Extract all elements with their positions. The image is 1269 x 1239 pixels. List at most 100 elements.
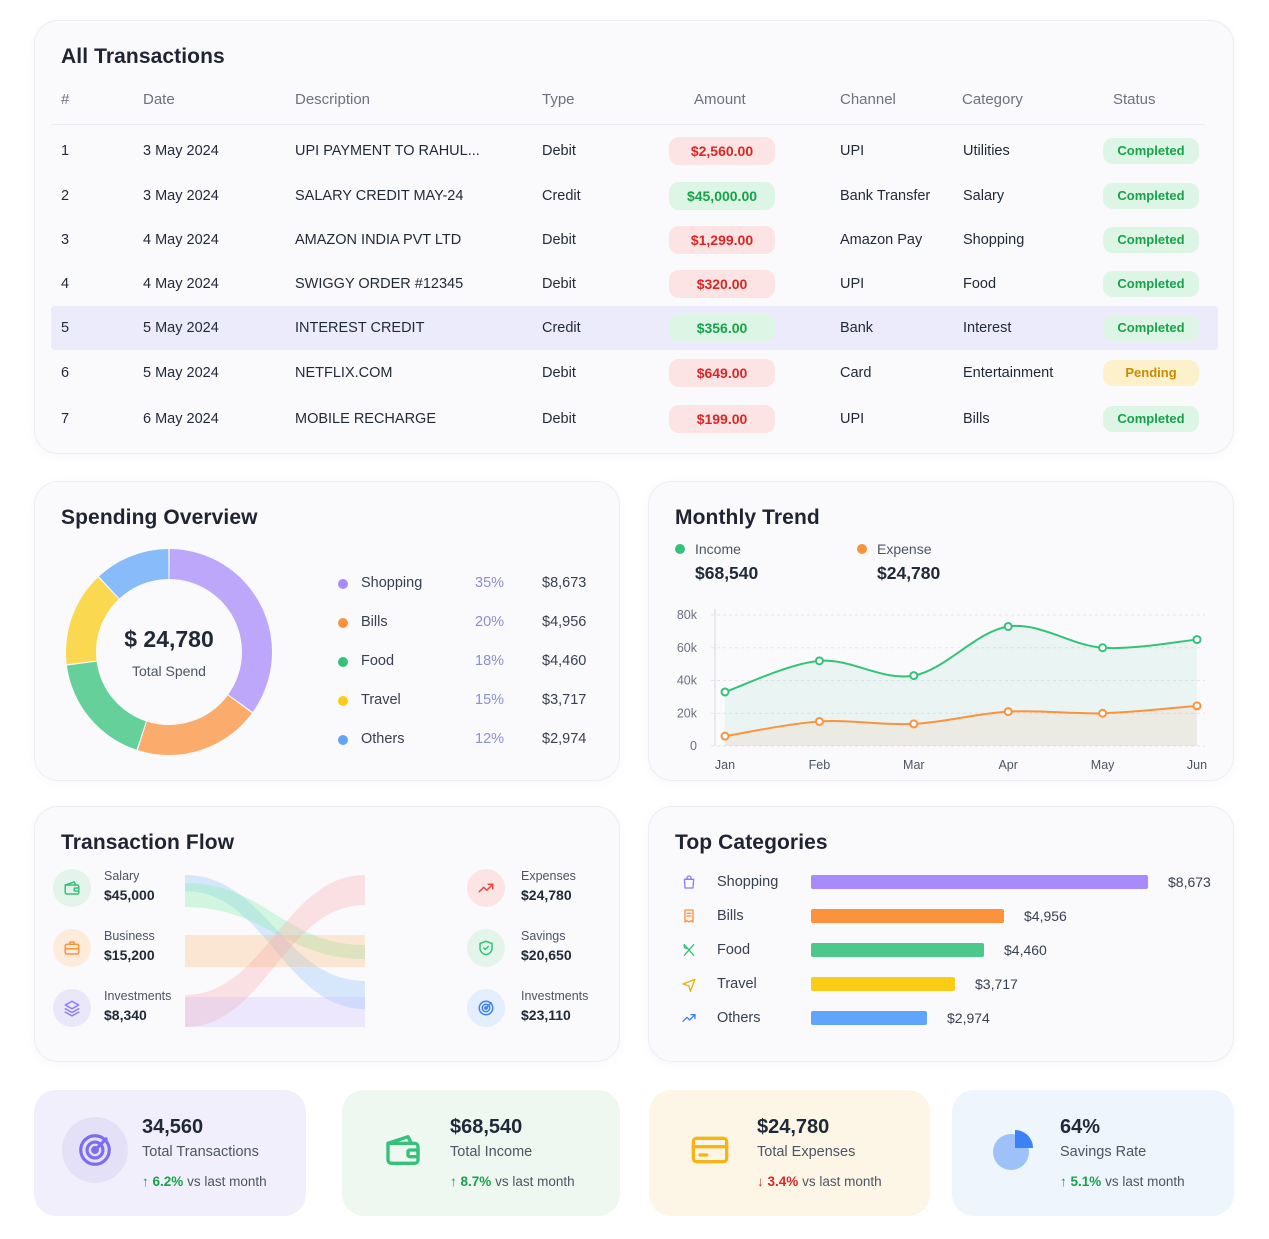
legend-value: $4,460	[542, 653, 587, 669]
legend-row-bills[interactable]: Bills 20% $4,956	[338, 613, 598, 633]
donut-slice-food[interactable]	[66, 661, 146, 750]
data-point-income[interactable]	[1098, 643, 1108, 653]
transaction-flow-card: Transaction Flow Salary $45,000 Business $1…	[34, 806, 620, 1062]
category-row-shopping[interactable]: Shopping $8,673	[677, 869, 1227, 895]
cell-channel: Card	[840, 365, 872, 381]
stat-value: $68,540	[450, 1116, 523, 1138]
col-header-channel[interactable]: Channel	[840, 91, 896, 108]
cell-type: Debit	[542, 232, 576, 248]
flow-target-icon-savings[interactable]	[467, 929, 505, 967]
category-row-bills[interactable]: Bills $4,956	[677, 903, 1227, 929]
donut-slice-others[interactable]	[99, 549, 169, 599]
legend-row-others[interactable]: Others 12% $2,974	[338, 730, 598, 750]
flow-source-icon-business[interactable]	[53, 929, 91, 967]
flow-ribbon-investments-lav	[185, 997, 365, 1027]
col-header-category[interactable]: Category	[962, 91, 1023, 108]
category-value: $4,956	[1024, 908, 1067, 924]
stat-change: ↑ 8.7% vs last month	[450, 1174, 575, 1189]
amount-badge: $649.00	[669, 359, 775, 387]
data-point-expense[interactable]	[909, 719, 919, 729]
data-point-expense[interactable]	[1192, 701, 1202, 711]
cell-category: Entertainment	[963, 365, 1054, 381]
col-header-amount[interactable]: Amount	[694, 91, 746, 108]
amount-badge: $1,299.00	[669, 226, 775, 254]
flow-source-icon-salary[interactable]	[53, 869, 91, 907]
data-point-income[interactable]	[1003, 621, 1013, 631]
cell-type: Credit	[542, 320, 581, 336]
trend-up-icon	[682, 1014, 696, 1022]
status-badge: Completed	[1103, 227, 1199, 253]
expense-legend-label: Expense	[877, 541, 932, 557]
data-point-expense[interactable]	[1003, 707, 1013, 717]
stat-icon	[980, 1117, 1046, 1183]
stat-change-suffix: vs last month	[802, 1174, 882, 1189]
category-name: Bills	[717, 908, 744, 924]
col-header-type[interactable]: Type	[542, 91, 575, 108]
stat-total-income[interactable]: $68,540 Total Income ↑ 8.7% vs last month	[342, 1090, 620, 1216]
flow-target-icon-investments[interactable]	[467, 989, 505, 1027]
data-point-income[interactable]	[814, 656, 824, 666]
col-header-date[interactable]: Date	[143, 91, 175, 108]
donut-slice-travel[interactable]	[66, 577, 119, 665]
category-row-others[interactable]: Others $2,974	[677, 1005, 1227, 1031]
table-row[interactable]: 7 6 May 2024 MOBILE RECHARGE Debit $199.00 UP…	[51, 397, 1218, 441]
trend-up-icon	[478, 883, 494, 893]
flow-target-value: $24,780	[521, 887, 572, 903]
stat-label: Total Expenses	[757, 1144, 856, 1160]
stat-value: 34,560	[142, 1116, 204, 1138]
data-point-income[interactable]	[909, 671, 919, 681]
table-row[interactable]: 4 4 May 2024 SWIGGY ORDER #12345 Debit $320.…	[51, 262, 1218, 306]
donut-slice-bills[interactable]	[137, 695, 252, 755]
data-point-income[interactable]	[1192, 635, 1202, 645]
cell-category: Interest	[963, 320, 1012, 336]
y-tick-label: 60k	[677, 641, 698, 655]
category-value: $3,717	[975, 976, 1018, 992]
legend-dot	[338, 579, 348, 589]
data-point-expense[interactable]	[814, 716, 824, 726]
data-point-expense[interactable]	[1098, 708, 1108, 718]
series-line-expense[interactable]	[724, 704, 1198, 738]
table-row[interactable]: 6 5 May 2024 NETFLIX.COM Debit $649.00 Card En…	[51, 351, 1218, 395]
col-header-number[interactable]: #	[61, 91, 70, 108]
legend-row-shopping[interactable]: Shopping 35% $8,673	[338, 574, 598, 594]
legend-name: Bills	[361, 614, 388, 630]
flow-ribbon-investments	[185, 875, 365, 1027]
arrow-up-icon: ↑	[450, 1174, 461, 1189]
flow-source-icon-investments[interactable]	[53, 989, 91, 1027]
table-row[interactable]: 5 5 May 2024 INTEREST CREDIT Credit $356.00 B…	[51, 306, 1218, 350]
category-row-food[interactable]: Food $4,460	[677, 937, 1227, 963]
category-bar	[811, 977, 955, 991]
amount-badge: $45,000.00	[669, 182, 775, 210]
table-row[interactable]: 2 3 May 2024 SALARY CREDIT MAY-24 Credit $45…	[51, 174, 1218, 218]
col-header-description[interactable]: Description	[295, 91, 371, 108]
cell-description: NETFLIX.COM	[295, 365, 393, 381]
flow-target-icon-expenses[interactable]	[467, 869, 505, 907]
amount-badge: $2,560.00	[669, 137, 775, 165]
table-row[interactable]: 1 3 May 2024 UPI PAYMENT TO RAHUL... Debit $…	[51, 129, 1218, 173]
legend-dot	[338, 696, 348, 706]
col-header-status[interactable]: Status	[1113, 91, 1156, 108]
category-row-travel[interactable]: Travel $3,717	[677, 971, 1227, 997]
cell-type: Credit	[542, 188, 581, 204]
stat-total-expenses[interactable]: $24,780 Total Expenses ↓ 3.4% vs last mont…	[649, 1090, 930, 1216]
stat-change-percent: 3.4%	[767, 1174, 799, 1189]
donut-slice-shopping[interactable]	[169, 549, 272, 712]
status-badge: Completed	[1103, 183, 1199, 209]
spending-overview-title: Spending Overview	[61, 506, 258, 529]
stat-savings-rate[interactable]: 64% Savings Rate ↑ 5.1% vs last month	[952, 1090, 1234, 1216]
legend-row-food[interactable]: Food 18% $4,460	[338, 652, 598, 672]
flow-target-value: $23,110	[521, 1007, 571, 1023]
stat-total-transactions[interactable]: 34,560 Total Transactions ↑ 6.2% vs last m…	[34, 1090, 306, 1216]
x-tick-label: Apr	[998, 758, 1017, 772]
cell-description: MOBILE RECHARGE	[295, 411, 436, 427]
cell-channel: UPI	[840, 411, 865, 427]
cell-description: INTEREST CREDIT	[295, 320, 425, 336]
data-point-income[interactable]	[720, 687, 730, 697]
legend-value: $2,974	[542, 731, 587, 747]
table-row[interactable]: 3 4 May 2024 AMAZON INDIA PVT LTD Debit $1,2…	[51, 218, 1218, 262]
amount-badge: $320.00	[669, 270, 775, 298]
data-point-expense[interactable]	[720, 731, 730, 741]
amount-badge: $356.00	[669, 314, 775, 342]
legend-name: Food	[361, 653, 395, 669]
legend-row-travel[interactable]: Travel 15% $3,717	[338, 691, 598, 711]
